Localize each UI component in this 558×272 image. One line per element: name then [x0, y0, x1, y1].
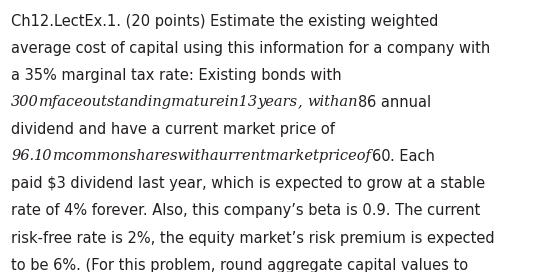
Text: to be 6%. (For this problem, round aggregate capital values to: to be 6%. (For this problem, round aggre…: [11, 258, 468, 272]
Text: 60: 60: [372, 149, 390, 164]
Text: a 35% marginal tax rate: Existing bonds with: a 35% marginal tax rate: Existing bonds …: [11, 68, 341, 83]
Text: years: years: [258, 95, 298, 109]
Text: Ch12.LectEx.1. (20 points) Estimate the existing weighted: Ch12.LectEx.1. (20 points) Estimate the …: [11, 14, 439, 29]
Text: paid $3 dividend last year, which is expected to grow at a stable: paid $3 dividend last year, which is exp…: [11, 176, 485, 191]
Text: withan: withan: [307, 95, 358, 109]
Text: mfaceoutstandingmaturein13: mfaceoutstandingmaturein13: [39, 95, 258, 109]
Text: 6 annual: 6 annual: [367, 95, 431, 110]
Text: average cost of capital using this information for a company with: average cost of capital using this infor…: [11, 41, 490, 56]
Text: risk-free rate is 2%, the equity market’s risk premium is expected: risk-free rate is 2%, the equity market’…: [11, 231, 495, 246]
Text: dividend and have a current market price of: dividend and have a current market price…: [11, 122, 335, 137]
Text: 8: 8: [358, 95, 367, 110]
Text: rate of 4% forever. Also, this company’s beta is 0.9. The current: rate of 4% forever. Also, this company’s…: [11, 203, 480, 218]
Text: 10: 10: [34, 149, 53, 163]
Text: ,: ,: [298, 95, 307, 109]
Text: 96.: 96.: [11, 149, 34, 163]
Text: 300: 300: [11, 95, 39, 109]
Text: . Each: . Each: [390, 149, 435, 164]
Text: mcommonshareswithaurrentmarketpriceof: mcommonshareswithaurrentmarketpriceof: [53, 149, 372, 163]
